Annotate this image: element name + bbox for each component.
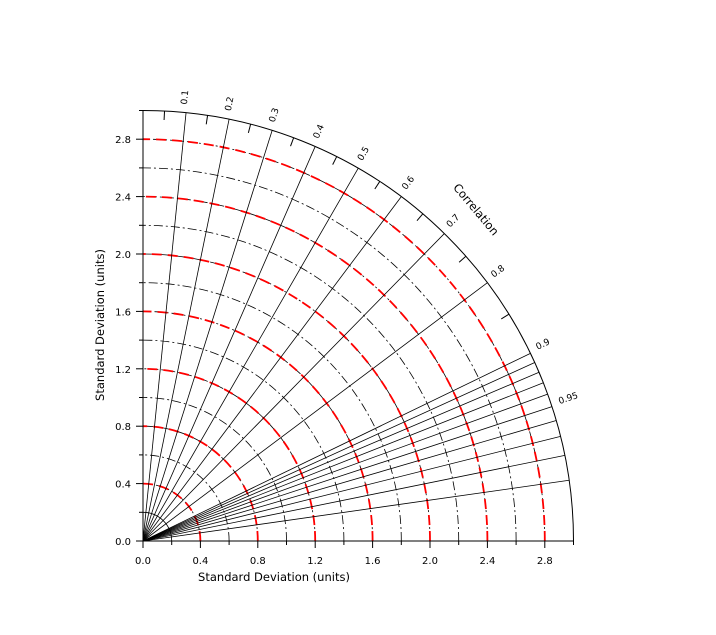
- labels-group: 0.0 0.0 0.4 0.4 0.8 0.8 1.2 1.2 1.6 1.6 2.0 2.0 2.4 2…: [115, 90, 579, 567]
- std-arc-2.4: [142, 196, 488, 542]
- correlation-line-0.2: [142, 119, 230, 542]
- x-tick-label: 2.0: [422, 556, 438, 567]
- correlation-line-0.7: [142, 233, 445, 542]
- std-arc-1.4: [142, 339, 345, 542]
- std-arc-1: [142, 397, 287, 542]
- std-arc-1.6: [142, 311, 373, 542]
- correlation-line-0.95: [142, 406, 553, 542]
- correlation-line-0.6: [142, 196, 402, 542]
- correlation-minor-tick: [458, 255, 467, 263]
- reference-arc-1.2: [142, 367, 317, 542]
- correlation-line-0.93: [142, 382, 544, 542]
- std-arcs-group: [142, 110, 574, 542]
- correlation-label: 0.2: [224, 96, 237, 112]
- correlation-line-0.98: [142, 454, 565, 542]
- y-tick-label: 0.4: [115, 480, 131, 491]
- reference-arc-2.4: [142, 195, 489, 542]
- ticks-group: [136, 110, 574, 548]
- std-arc-1.8: [142, 282, 402, 542]
- correlation-minor-tick: [416, 213, 424, 222]
- x-tick-label: 1.2: [307, 556, 323, 567]
- axes-group: [142, 110, 574, 542]
- correlation-line-0.1: [142, 112, 187, 542]
- correlation-line-0.3: [142, 130, 273, 542]
- correlation-minor-tick: [205, 115, 209, 125]
- correlation-title: Correlation: [450, 181, 501, 239]
- correlation-minor-tick: [501, 313, 510, 320]
- std-arc-2: [142, 253, 431, 542]
- y-tick-label: 2.8: [115, 135, 131, 146]
- correlation-line-0.96: [142, 420, 557, 542]
- correlation-minor-tick: [332, 156, 338, 165]
- reference-arc-2.8: [142, 138, 546, 542]
- std-arc-outer: [142, 110, 574, 542]
- correlation-line-0.99: [142, 479, 570, 542]
- reference-arc-0.8: [142, 425, 259, 542]
- reference-arc-2: [142, 253, 431, 542]
- x-tick-label: 0.4: [192, 556, 208, 567]
- x-tick-label: 2.8: [537, 556, 553, 567]
- x-tick-label: 1.6: [365, 556, 381, 567]
- correlation-label: 0.7: [445, 213, 462, 230]
- x-tick-label: 0.0: [135, 556, 151, 567]
- correlation-line-0.97: [142, 435, 561, 542]
- correlation-line-0.9: [142, 352, 531, 542]
- correlation-line-0.5: [142, 167, 359, 542]
- correlation-label: 0.1: [180, 90, 191, 105]
- y-tick-label: 0.0: [115, 537, 131, 548]
- y-tick-label: 2.0: [115, 250, 131, 261]
- std-arc-2.2: [142, 224, 460, 542]
- correlation-line-0.91: [142, 362, 535, 542]
- x-tick-label: 0.8: [250, 556, 266, 567]
- correlation-label: 0.8: [490, 264, 508, 281]
- correlation-label: 0.9: [535, 337, 552, 352]
- correlation-label: 0.5: [356, 145, 372, 162]
- y-tick-label: 2.4: [115, 193, 131, 204]
- y-axis-title: Standard Deviation (units): [93, 249, 107, 401]
- correlation-label: 0.3: [268, 107, 282, 124]
- reference-arcs-group: [142, 138, 546, 542]
- correlation-line-0.94: [142, 393, 548, 542]
- correlation-lines-group: [142, 112, 570, 542]
- std-arc-2.8: [142, 138, 546, 542]
- y-tick-label: 1.2: [115, 365, 131, 376]
- correlation-line-0.8: [142, 282, 488, 542]
- correlation-minor-tick: [374, 181, 381, 190]
- x-tick-label: 2.4: [479, 556, 495, 567]
- correlation-label: 0.6: [401, 174, 418, 192]
- correlation-minor-tick: [290, 137, 295, 147]
- correlation-minor-tick: [247, 124, 252, 134]
- correlation-label: 0.4: [312, 123, 327, 140]
- y-tick-label: 1.6: [115, 307, 131, 318]
- correlation-line-0.4: [142, 146, 316, 542]
- reference-arc-1.6: [142, 310, 374, 542]
- std-arc-2.6: [142, 167, 517, 542]
- y-tick-label: 0.8: [115, 422, 131, 433]
- x-axis-title: Standard Deviation (units): [198, 570, 350, 584]
- correlation-label: 0.95: [557, 391, 579, 407]
- correlation-line-0.92: [142, 371, 540, 542]
